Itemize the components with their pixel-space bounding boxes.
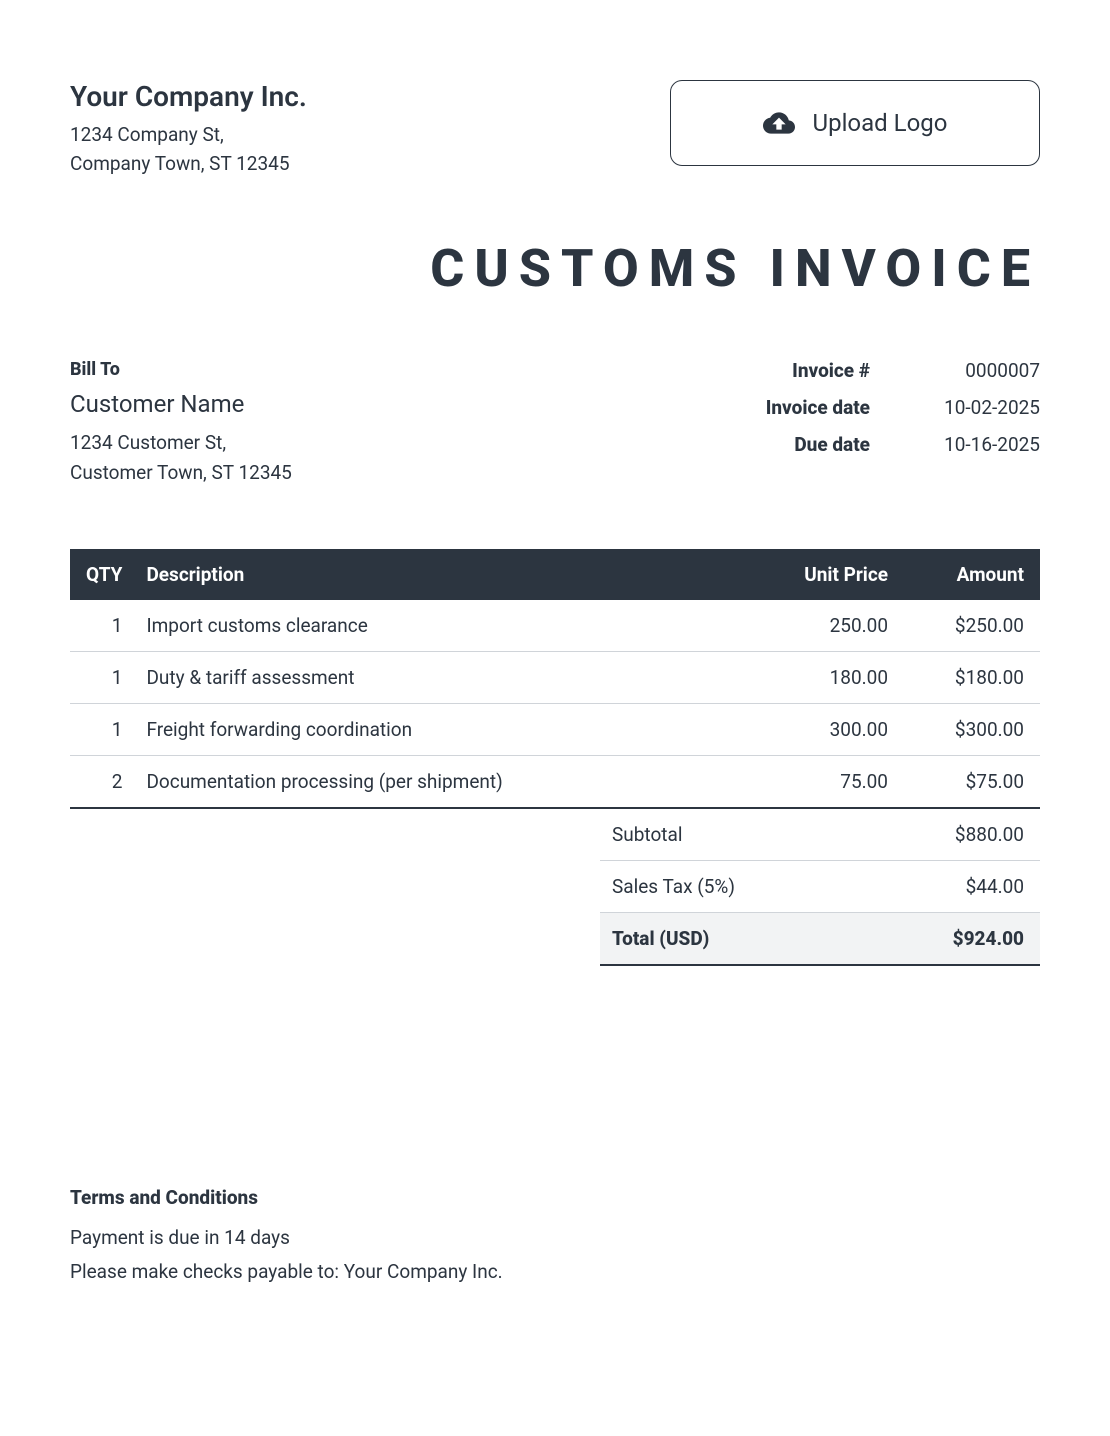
unit-price-cell[interactable]: 75.00 bbox=[740, 755, 900, 808]
table-row[interactable]: 1Freight forwarding coordination300.00$3… bbox=[70, 703, 1040, 755]
tax-label[interactable]: Sales Tax (5%) bbox=[600, 860, 862, 912]
totals-table: Subtotal $880.00 Sales Tax (5%) $44.00 T… bbox=[600, 809, 1040, 966]
qty-cell[interactable]: 2 bbox=[70, 755, 134, 808]
customer-address-line2[interactable]: Customer Town, ST 12345 bbox=[70, 458, 766, 488]
grand-total-label: Total (USD) bbox=[600, 912, 862, 965]
due-date-label: Due date bbox=[794, 433, 870, 456]
qty-cell[interactable]: 1 bbox=[70, 703, 134, 755]
invoice-date-label: Invoice date bbox=[766, 396, 870, 419]
amount-cell: $300.00 bbox=[900, 703, 1040, 755]
qty-header: QTY bbox=[70, 549, 134, 600]
terms-heading: Terms and Conditions bbox=[70, 1186, 1040, 1209]
invoice-number-value[interactable]: 0000007 bbox=[920, 359, 1040, 382]
company-address-line2[interactable]: Company Town, ST 12345 bbox=[70, 150, 670, 179]
amount-header: Amount bbox=[900, 549, 1040, 600]
qty-cell[interactable]: 1 bbox=[70, 600, 134, 652]
upload-logo-button[interactable]: Upload Logo bbox=[670, 80, 1040, 166]
bill-to-label: Bill To bbox=[70, 359, 766, 380]
company-address-line1[interactable]: 1234 Company St, bbox=[70, 121, 670, 150]
grand-total-row: Total (USD) $924.00 bbox=[600, 912, 1040, 965]
table-row[interactable]: 2Documentation processing (per shipment)… bbox=[70, 755, 1040, 808]
unit-price-cell[interactable]: 250.00 bbox=[740, 600, 900, 652]
invoice-title: CUSTOMS INVOICE bbox=[70, 238, 1040, 299]
company-block: Your Company Inc. 1234 Company St, Compa… bbox=[70, 80, 670, 178]
invoice-meta-block: Invoice # 0000007 Invoice date 10-02-202… bbox=[766, 359, 1040, 489]
cloud-upload-icon bbox=[763, 109, 795, 137]
subtotal-value: $880.00 bbox=[862, 809, 1040, 861]
customer-name[interactable]: Customer Name bbox=[70, 390, 766, 418]
amount-cell: $180.00 bbox=[900, 651, 1040, 703]
description-cell[interactable]: Import customs clearance bbox=[134, 600, 740, 652]
description-cell[interactable]: Freight forwarding coordination bbox=[134, 703, 740, 755]
bill-to-block: Bill To Customer Name 1234 Customer St, … bbox=[70, 359, 766, 489]
customer-address-line1[interactable]: 1234 Customer St, bbox=[70, 428, 766, 458]
invoice-number-label: Invoice # bbox=[792, 359, 870, 382]
table-row[interactable]: 1Duty & tariff assessment180.00$180.00 bbox=[70, 651, 1040, 703]
amount-cell: $75.00 bbox=[900, 755, 1040, 808]
qty-cell[interactable]: 1 bbox=[70, 651, 134, 703]
invoice-date-value[interactable]: 10-02-2025 bbox=[920, 396, 1040, 419]
terms-line2[interactable]: Please make checks payable to: Your Comp… bbox=[70, 1255, 1040, 1289]
amount-cell: $250.00 bbox=[900, 600, 1040, 652]
subtotal-row: Subtotal $880.00 bbox=[600, 809, 1040, 861]
description-cell[interactable]: Documentation processing (per shipment) bbox=[134, 755, 740, 808]
tax-value: $44.00 bbox=[862, 860, 1040, 912]
unit-price-cell[interactable]: 300.00 bbox=[740, 703, 900, 755]
company-name[interactable]: Your Company Inc. bbox=[70, 80, 670, 113]
terms-section: Terms and Conditions Payment is due in 1… bbox=[70, 1186, 1040, 1289]
due-date-value[interactable]: 10-16-2025 bbox=[920, 433, 1040, 456]
tax-row: Sales Tax (5%) $44.00 bbox=[600, 860, 1040, 912]
upload-logo-label: Upload Logo bbox=[813, 109, 948, 137]
unit-price-header: Unit Price bbox=[740, 549, 900, 600]
grand-total-value: $924.00 bbox=[862, 912, 1040, 965]
terms-line1[interactable]: Payment is due in 14 days bbox=[70, 1221, 1040, 1255]
table-row[interactable]: 1Import customs clearance250.00$250.00 bbox=[70, 600, 1040, 652]
subtotal-label: Subtotal bbox=[600, 809, 862, 861]
line-items-table: QTY Description Unit Price Amount 1Impor… bbox=[70, 549, 1040, 809]
description-cell[interactable]: Duty & tariff assessment bbox=[134, 651, 740, 703]
unit-price-cell[interactable]: 180.00 bbox=[740, 651, 900, 703]
description-header: Description bbox=[134, 549, 740, 600]
table-header-row: QTY Description Unit Price Amount bbox=[70, 549, 1040, 600]
